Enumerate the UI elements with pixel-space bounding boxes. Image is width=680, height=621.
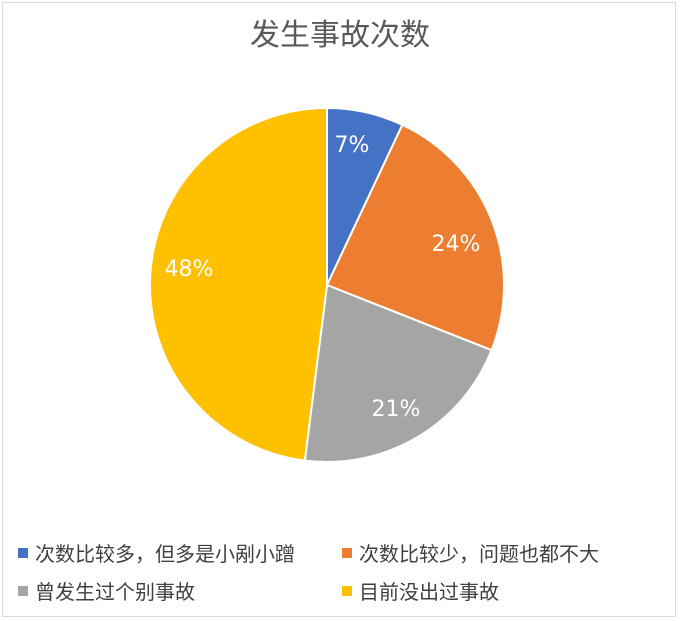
legend-swatch-0 <box>18 547 28 558</box>
legend-item-1: 次数比较少，问题也都不大 <box>342 538 599 567</box>
pie-slice-1 <box>325 123 505 352</box>
legend-label-3: 目前没出过事故 <box>359 580 499 604</box>
data-label-2: 21% <box>372 397 421 422</box>
legend-swatch-2 <box>18 585 28 596</box>
data-label-0: 7% <box>335 133 370 158</box>
chart-title: 发生事故次数 <box>250 18 430 53</box>
legend-swatch-3 <box>342 585 352 596</box>
legend-item-3: 目前没出过事故 <box>342 576 499 605</box>
data-label-1: 24% <box>432 232 481 257</box>
data-label-3: 48% <box>165 257 214 282</box>
legend-label-2: 曾发生过个别事故 <box>35 580 195 604</box>
legend-label-1: 次数比较少，问题也都不大 <box>359 542 599 566</box>
legend-item-0: 次数比较多，但多是小剐小蹭 <box>18 538 295 567</box>
legend-swatch-1 <box>342 547 352 558</box>
legend-label-0: 次数比较多，但多是小剐小蹭 <box>35 542 295 566</box>
legend-item-2: 曾发生过个别事故 <box>18 576 195 605</box>
pie-slice-3 <box>149 106 328 462</box>
pie-slice-2 <box>303 283 493 463</box>
